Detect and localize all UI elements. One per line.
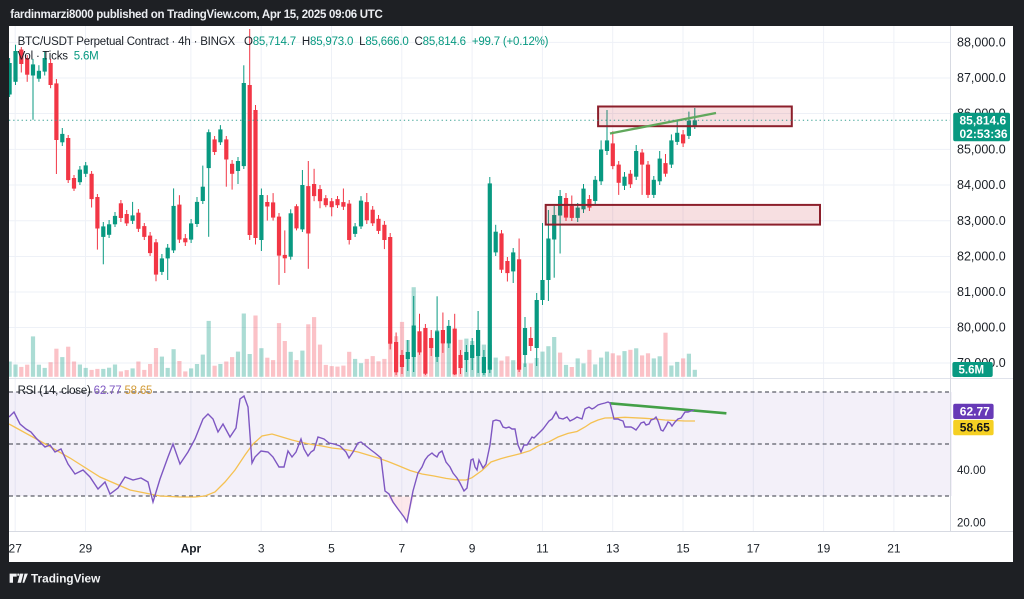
svg-text:02:53:36: 02:53:36 (960, 127, 1008, 141)
svg-text:81,000.0: 81,000.0 (957, 285, 1006, 299)
svg-text:11: 11 (536, 542, 549, 556)
svg-text:40.00: 40.00 (957, 465, 986, 477)
svg-text:85,814.6: 85,814.6 (960, 114, 1007, 128)
svg-text:29: 29 (79, 542, 93, 556)
svg-text:84,000.0: 84,000.0 (957, 178, 1006, 192)
svg-text:fardinmarzi8000 published on T: fardinmarzi8000 published on TradingView… (10, 9, 382, 21)
svg-text:TradingView: TradingView (31, 571, 101, 585)
svg-text:BTC/USDT Perpetual Contract ·: BTC/USDT Perpetual Contract · 4h · BINGX… (18, 36, 549, 48)
svg-text:83,000.0: 83,000.0 (957, 214, 1006, 228)
svg-text:27: 27 (9, 542, 23, 556)
svg-text:20.00: 20.00 (957, 517, 986, 529)
svg-text:RSI (14, close) 62.77 58.65: RSI (14, close) 62.77 58.65 (18, 385, 153, 397)
svg-text:85,000.0: 85,000.0 (957, 142, 1006, 156)
svg-text:58.65: 58.65 (960, 421, 990, 435)
svg-text:15: 15 (676, 542, 690, 556)
svg-text:5: 5 (328, 542, 335, 556)
svg-text:13: 13 (606, 542, 620, 556)
svg-text:17: 17 (747, 542, 761, 556)
svg-text:80,000.0: 80,000.0 (957, 321, 1006, 335)
svg-text:Apr: Apr (181, 542, 202, 556)
svg-text:62.77: 62.77 (960, 405, 990, 419)
svg-text:82,000.0: 82,000.0 (957, 250, 1006, 264)
svg-text:88,000.0: 88,000.0 (957, 35, 1006, 49)
svg-text:21: 21 (887, 542, 901, 556)
svg-text:5.6M: 5.6M (959, 365, 985, 377)
svg-text:3: 3 (258, 542, 265, 556)
svg-text:19: 19 (817, 542, 831, 556)
svg-text:Vol · Ticks 5.6M: Vol · Ticks 5.6M (18, 51, 99, 63)
svg-text:7: 7 (398, 542, 405, 556)
svg-text:9: 9 (469, 542, 476, 556)
svg-text:87,000.0: 87,000.0 (957, 71, 1006, 85)
